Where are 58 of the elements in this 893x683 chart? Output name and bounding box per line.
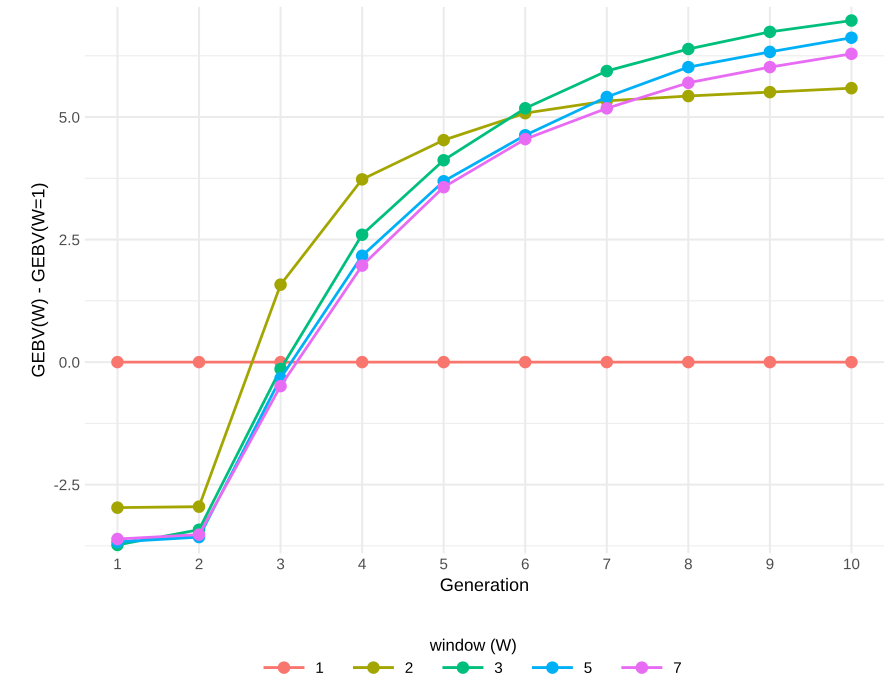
point bbox=[518, 356, 532, 368]
point bbox=[764, 26, 776, 38]
y-tick-label: 0.0 bbox=[59, 356, 80, 368]
y-tick-label: 5.0 bbox=[59, 112, 80, 123]
point bbox=[845, 31, 858, 44]
point bbox=[437, 154, 450, 166]
point bbox=[111, 532, 124, 546]
x-tick-label: 8 bbox=[684, 558, 692, 570]
point bbox=[518, 132, 532, 146]
y-axis-title: GEBV(W) - GEBV(W=1) bbox=[31, 184, 48, 377]
x-tick-label: 9 bbox=[766, 558, 774, 570]
point bbox=[600, 64, 614, 78]
point bbox=[845, 82, 858, 94]
point bbox=[437, 356, 450, 368]
point bbox=[437, 134, 450, 146]
point bbox=[192, 528, 206, 541]
point bbox=[764, 46, 776, 58]
point bbox=[192, 356, 206, 368]
point bbox=[356, 228, 368, 241]
point bbox=[192, 500, 206, 513]
x-tick-label: 2 bbox=[196, 558, 202, 570]
point bbox=[356, 259, 368, 272]
legend-label: 7 bbox=[674, 662, 681, 673]
x-tick-label: 5 bbox=[440, 558, 448, 570]
legend-label: 3 bbox=[494, 662, 502, 674]
point bbox=[356, 173, 368, 186]
point bbox=[437, 180, 450, 194]
point bbox=[682, 42, 695, 56]
point bbox=[111, 501, 124, 514]
x-tick-label: 10 bbox=[844, 558, 860, 570]
x-tick-label: 7 bbox=[603, 558, 610, 570]
x-tick-label: 6 bbox=[522, 558, 529, 570]
legend-label: 5 bbox=[584, 662, 592, 674]
point bbox=[274, 380, 287, 392]
point bbox=[274, 278, 287, 291]
point bbox=[600, 356, 614, 368]
y-tick-label: -2.5 bbox=[54, 479, 80, 490]
point bbox=[845, 48, 858, 60]
point bbox=[682, 356, 695, 368]
point bbox=[682, 60, 695, 74]
point bbox=[682, 90, 695, 102]
point bbox=[845, 14, 858, 27]
x-tick-label: 3 bbox=[276, 558, 284, 570]
y-tick-label: 2.5 bbox=[60, 234, 80, 246]
point bbox=[518, 102, 532, 115]
legend-label: 2 bbox=[406, 662, 413, 673]
legend-title: window (W) bbox=[430, 638, 516, 654]
point bbox=[764, 356, 776, 368]
legend-label: 1 bbox=[316, 662, 324, 673]
point bbox=[764, 86, 776, 98]
x-tick-label: 4 bbox=[358, 558, 366, 570]
point bbox=[111, 356, 124, 368]
x-tick-label: 1 bbox=[114, 558, 121, 570]
point bbox=[764, 60, 776, 74]
point bbox=[356, 356, 368, 368]
x-axis-title: Generation bbox=[440, 578, 528, 592]
point bbox=[845, 356, 858, 368]
point bbox=[682, 76, 695, 90]
